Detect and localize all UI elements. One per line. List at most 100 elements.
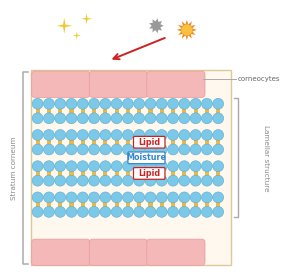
Circle shape xyxy=(32,98,43,109)
Polygon shape xyxy=(56,18,72,34)
Bar xyxy=(126,136,130,148)
Bar xyxy=(171,167,175,179)
Circle shape xyxy=(111,113,122,124)
Circle shape xyxy=(32,206,43,217)
Bar xyxy=(58,136,62,148)
Circle shape xyxy=(134,192,144,203)
Circle shape xyxy=(111,161,122,172)
Circle shape xyxy=(190,130,201,140)
Circle shape xyxy=(55,175,66,186)
Bar xyxy=(149,167,153,179)
Bar xyxy=(69,105,74,117)
Circle shape xyxy=(145,206,156,217)
Circle shape xyxy=(190,175,201,186)
Bar xyxy=(103,105,108,117)
Circle shape xyxy=(156,206,167,217)
Text: corneocytes: corneocytes xyxy=(238,76,280,82)
Circle shape xyxy=(77,175,88,186)
Circle shape xyxy=(111,206,122,217)
Bar xyxy=(114,167,119,179)
Circle shape xyxy=(156,144,167,155)
Circle shape xyxy=(168,98,179,109)
Bar xyxy=(81,136,85,148)
Circle shape xyxy=(123,206,133,217)
Circle shape xyxy=(44,161,54,172)
Bar xyxy=(126,167,130,179)
Circle shape xyxy=(66,130,77,140)
FancyBboxPatch shape xyxy=(134,168,165,179)
Circle shape xyxy=(77,144,88,155)
Text: Stratum corneum: Stratum corneum xyxy=(11,136,16,200)
Bar xyxy=(194,105,198,117)
Circle shape xyxy=(123,144,133,155)
Bar xyxy=(137,105,141,117)
Circle shape xyxy=(145,98,156,109)
Circle shape xyxy=(201,144,212,155)
Bar xyxy=(92,136,96,148)
Circle shape xyxy=(100,192,111,203)
Circle shape xyxy=(100,161,111,172)
Circle shape xyxy=(111,192,122,203)
Circle shape xyxy=(213,206,224,217)
Circle shape xyxy=(77,130,88,140)
Circle shape xyxy=(190,144,201,155)
Circle shape xyxy=(111,130,122,140)
FancyBboxPatch shape xyxy=(31,70,231,265)
Circle shape xyxy=(190,98,201,109)
Circle shape xyxy=(44,113,54,124)
Bar xyxy=(69,167,74,179)
FancyBboxPatch shape xyxy=(32,71,90,97)
Circle shape xyxy=(89,192,99,203)
Circle shape xyxy=(145,175,156,186)
Bar xyxy=(69,199,74,211)
FancyBboxPatch shape xyxy=(147,239,205,265)
Circle shape xyxy=(44,98,54,109)
Text: Lamellar structure: Lamellar structure xyxy=(263,125,269,191)
Circle shape xyxy=(66,161,77,172)
Circle shape xyxy=(66,192,77,203)
Circle shape xyxy=(89,175,99,186)
Circle shape xyxy=(156,113,167,124)
Circle shape xyxy=(156,130,167,140)
Polygon shape xyxy=(149,18,164,33)
Circle shape xyxy=(145,144,156,155)
Circle shape xyxy=(156,192,167,203)
Circle shape xyxy=(201,161,212,172)
Bar xyxy=(182,199,186,211)
Circle shape xyxy=(179,98,190,109)
Circle shape xyxy=(123,130,133,140)
Polygon shape xyxy=(177,20,197,40)
Bar xyxy=(36,136,40,148)
Bar xyxy=(182,105,186,117)
Circle shape xyxy=(181,24,192,36)
Circle shape xyxy=(111,175,122,186)
Text: Moisture: Moisture xyxy=(127,153,166,162)
Bar xyxy=(69,136,74,148)
Circle shape xyxy=(134,98,144,109)
Bar xyxy=(171,105,175,117)
Bar xyxy=(160,105,164,117)
Circle shape xyxy=(123,175,133,186)
Bar xyxy=(58,167,62,179)
Circle shape xyxy=(145,161,156,172)
Circle shape xyxy=(123,192,133,203)
Circle shape xyxy=(32,130,43,140)
Circle shape xyxy=(201,175,212,186)
Circle shape xyxy=(179,192,190,203)
Circle shape xyxy=(156,161,167,172)
Circle shape xyxy=(179,206,190,217)
Bar xyxy=(149,199,153,211)
Circle shape xyxy=(145,130,156,140)
Circle shape xyxy=(44,144,54,155)
Circle shape xyxy=(179,144,190,155)
Circle shape xyxy=(168,192,179,203)
Bar xyxy=(103,199,108,211)
Bar xyxy=(47,167,51,179)
Bar xyxy=(58,105,62,117)
Circle shape xyxy=(100,144,111,155)
Circle shape xyxy=(134,113,144,124)
Circle shape xyxy=(66,175,77,186)
Bar xyxy=(171,199,175,211)
Bar xyxy=(182,136,186,148)
Circle shape xyxy=(55,98,66,109)
